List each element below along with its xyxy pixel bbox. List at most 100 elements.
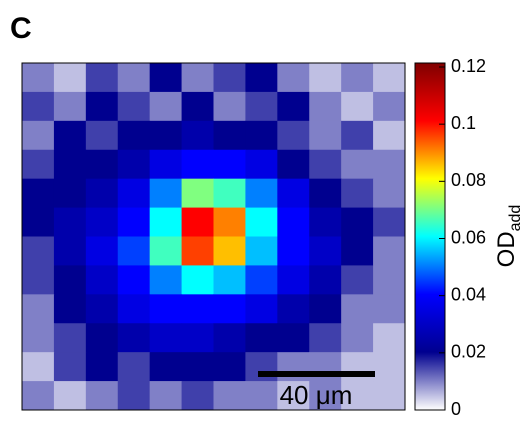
- heatmap-cell: [373, 120, 406, 151]
- heatmap-cell: [309, 294, 342, 324]
- colorbar-tick-label: 0.02: [451, 342, 486, 362]
- heatmap-cell: [53, 294, 87, 324]
- heatmap-cell: [117, 91, 151, 122]
- heatmap-cell: [213, 236, 246, 266]
- heatmap-cell: [341, 294, 374, 324]
- colorbar-tick-label: 0.08: [451, 170, 486, 190]
- heatmap-cell: [277, 352, 310, 382]
- heatmap-cell: [213, 323, 246, 353]
- heatmap-cell: [341, 178, 374, 209]
- heatmap-cell: [53, 265, 87, 295]
- heatmap-cell: [341, 120, 374, 151]
- heatmap-cell: [85, 178, 119, 209]
- heatmap-cell: [85, 91, 119, 122]
- heatmap-cell: [53, 63, 87, 93]
- heatmap-cell: [373, 207, 406, 237]
- heatmap-cell: [213, 352, 246, 382]
- heatmap-cell: [245, 294, 278, 324]
- heatmap-cell: [309, 323, 342, 353]
- heatmap-cell: [117, 294, 151, 324]
- heatmap-cell: [213, 265, 246, 295]
- heatmap-cell: [85, 207, 119, 237]
- heatmap-cell: [245, 178, 278, 209]
- heatmap-cell: [341, 63, 374, 93]
- heatmap-cell: [341, 323, 374, 353]
- colorbar-tick-label: 0.1: [451, 113, 476, 133]
- heatmap-cell: [373, 323, 406, 353]
- heatmap-cell: [181, 149, 214, 180]
- heatmap-cell: [213, 381, 246, 411]
- heatmap-cell: [22, 91, 55, 122]
- heatmap-cell: [22, 265, 55, 295]
- heatmap-cell: [213, 120, 246, 151]
- scale-bar-label: 40 μm: [280, 380, 353, 410]
- heatmap-cell: [22, 381, 55, 411]
- heatmap-cell: [22, 323, 55, 353]
- heatmap-cell: [22, 352, 55, 382]
- heatmap-cell: [149, 294, 183, 324]
- heatmap-cell: [373, 149, 406, 180]
- heatmap-cell: [181, 91, 214, 122]
- heatmap-cell: [309, 149, 342, 180]
- heatmap-cell: [85, 265, 119, 295]
- heatmap-cell: [309, 178, 342, 209]
- heatmap-cell: [181, 381, 214, 411]
- heatmap-cell: [149, 352, 183, 382]
- heatmap-cell: [373, 381, 406, 411]
- heatmap-cell: [277, 323, 310, 353]
- colorbar-label-main: OD: [493, 231, 520, 267]
- heatmap-cell: [245, 265, 278, 295]
- heatmap-cell: [117, 63, 151, 93]
- heatmap-cell: [341, 265, 374, 295]
- heatmap-cell: [373, 265, 406, 295]
- heatmap-cell: [309, 207, 342, 237]
- heatmap-cell: [149, 63, 183, 93]
- heatmap-cell: [85, 149, 119, 180]
- heatmap-cell: [341, 236, 374, 266]
- heatmap-cell: [213, 178, 246, 209]
- heatmap-cell: [117, 120, 151, 151]
- heatmap-cell: [117, 149, 151, 180]
- heatmap-cell: [53, 120, 87, 151]
- heatmap-cell: [245, 381, 278, 411]
- heatmap-cell: [277, 265, 310, 295]
- heatmap-cell: [53, 323, 87, 353]
- heatmap-cell: [181, 120, 214, 151]
- plot-frame: [21, 62, 406, 411]
- heatmap-cell: [309, 63, 342, 93]
- heatmap-cell: [245, 63, 278, 93]
- heatmap-cell: [117, 178, 151, 209]
- heatmap-cell: [53, 149, 87, 180]
- heatmap-cell: [149, 149, 183, 180]
- heatmap-cell: [181, 265, 214, 295]
- heatmap-cell: [117, 381, 151, 411]
- heatmap-cell: [245, 323, 278, 353]
- heatmap-cell: [309, 381, 342, 411]
- heatmap-cell: [341, 381, 374, 411]
- heatmap-cell: [181, 352, 214, 382]
- colorbar-label-sub: add: [507, 205, 524, 232]
- heatmap-cell: [213, 63, 246, 93]
- heatmap-cell: [85, 120, 119, 151]
- heatmap-cell: [117, 323, 151, 353]
- heatmap-cell: [277, 120, 310, 151]
- heatmap-cell: [117, 352, 151, 382]
- colorbar-tick-label: 0.12: [451, 56, 486, 76]
- heatmap-cell: [373, 178, 406, 209]
- colorbar-tick-label: 0: [451, 399, 461, 419]
- heatmap-cell: [181, 178, 214, 209]
- heatmap-cell: [245, 207, 278, 237]
- heatmap-cell: [277, 178, 310, 209]
- panel-label: C: [10, 12, 32, 45]
- heatmap-cell: [22, 63, 55, 93]
- heatmap-cell: [309, 236, 342, 266]
- heatmap-cell: [277, 381, 310, 411]
- heatmap-cell: [85, 236, 119, 266]
- heatmap-cell: [341, 91, 374, 122]
- heatmap-cell: [181, 323, 214, 353]
- heatmap-cell: [22, 149, 55, 180]
- heatmap-cell: [181, 236, 214, 266]
- colorbar-label: ODadd: [493, 205, 524, 268]
- heatmap-cell: [213, 207, 246, 237]
